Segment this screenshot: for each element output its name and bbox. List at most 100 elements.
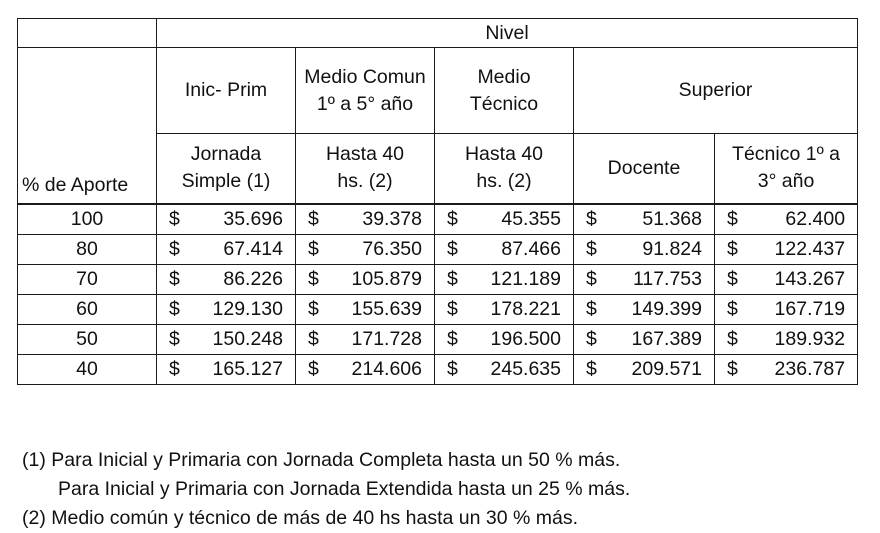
- table-row: 70 $86.226 $105.879 $121.189 $117.753 $143.26…: [17, 263, 859, 295]
- amount-cell: $45.355: [434, 202, 574, 235]
- amount-value: 67.414: [223, 238, 283, 260]
- level-header-inic-prim: Inic- Prim: [156, 47, 296, 134]
- sub-header-hasta-40-tecnico: Hasta 40 hs. (2): [434, 133, 574, 204]
- currency-symbol: $: [169, 298, 180, 320]
- aporte-table: Nivel % de Aporte Inic- Prim Medio Comun…: [17, 18, 859, 385]
- level-header-superior: Superior: [572, 47, 859, 134]
- amount-cell: $236.787: [713, 353, 859, 385]
- amount-value: 189.932: [774, 328, 846, 350]
- currency-symbol: $: [586, 238, 597, 260]
- aporte-cell: 80: [17, 233, 157, 265]
- amount-cell: $91.824: [573, 233, 715, 265]
- currency-symbol: $: [169, 328, 180, 350]
- amount-value: 209.571: [631, 358, 703, 380]
- amount-cell: $165.127: [156, 353, 296, 385]
- amount-value: 122.437: [774, 238, 846, 260]
- currency-symbol: $: [308, 298, 319, 320]
- amount-value: 178.221: [490, 298, 562, 320]
- amount-cell: $67.414: [156, 233, 296, 265]
- amount-cell: $155.639: [295, 293, 435, 325]
- amount-value: 143.267: [774, 268, 846, 290]
- table-row: 60 $129.130 $155.639 $178.221 $149.399 $167.7…: [17, 293, 859, 325]
- amount-value: 76.350: [362, 238, 422, 260]
- aporte-cell: 50: [17, 323, 157, 355]
- amount-cell: $150.248: [156, 323, 296, 355]
- footnote-1-continued: Para Inicial y Primaria con Jornada Exte…: [58, 478, 631, 500]
- currency-symbol: $: [586, 208, 597, 230]
- footnotes: (1) Para Inicial y Primaria con Jornada …: [22, 446, 630, 533]
- amount-value: 51.368: [642, 208, 702, 230]
- amount-value: 245.635: [490, 358, 562, 380]
- footnote-2: (2) Medio común y técnico de más de 40 h…: [22, 507, 579, 529]
- amount-cell: $51.368: [573, 202, 715, 235]
- table-corner: [17, 18, 157, 48]
- amount-value: 87.466: [501, 238, 561, 260]
- currency-symbol: $: [727, 208, 738, 230]
- amount-cell: $245.635: [434, 353, 574, 385]
- currency-symbol: $: [447, 268, 458, 290]
- currency-symbol: $: [727, 268, 738, 290]
- currency-symbol: $: [727, 358, 738, 380]
- currency-symbol: $: [727, 328, 738, 350]
- amount-value: 214.606: [351, 358, 423, 380]
- amount-value: 35.696: [223, 208, 283, 230]
- currency-symbol: $: [586, 268, 597, 290]
- amount-cell: $76.350: [295, 233, 435, 265]
- amount-value: 165.127: [212, 358, 284, 380]
- currency-symbol: $: [308, 208, 319, 230]
- amount-cell: $214.606: [295, 353, 435, 385]
- currency-symbol: $: [727, 298, 738, 320]
- amount-cell: $178.221: [434, 293, 574, 325]
- amount-cell: $209.571: [573, 353, 715, 385]
- currency-symbol: $: [308, 268, 319, 290]
- amount-cell: $62.400: [713, 202, 859, 235]
- amount-cell: $87.466: [434, 233, 574, 265]
- aporte-cell: 60: [17, 293, 157, 325]
- currency-symbol: $: [308, 328, 319, 350]
- amount-cell: $167.389: [573, 323, 715, 355]
- amount-cell: $196.500: [434, 323, 574, 355]
- currency-symbol: $: [447, 298, 458, 320]
- amount-value: 39.378: [362, 208, 422, 230]
- amount-value: 167.389: [631, 328, 703, 350]
- amount-value: 86.226: [223, 268, 283, 290]
- amount-cell: $189.932: [713, 323, 859, 355]
- amount-cell: $129.130: [156, 293, 296, 325]
- currency-symbol: $: [169, 238, 180, 260]
- amount-cell: $171.728: [295, 323, 435, 355]
- amount-cell: $86.226: [156, 263, 296, 295]
- amount-cell: $35.696: [156, 202, 296, 235]
- amount-value: 45.355: [501, 208, 561, 230]
- currency-symbol: $: [447, 238, 458, 260]
- currency-symbol: $: [447, 328, 458, 350]
- group-header-nivel: Nivel: [155, 18, 859, 48]
- amount-value: 105.879: [351, 268, 423, 290]
- footnote-1: (1) Para Inicial y Primaria con Jornada …: [22, 449, 621, 471]
- amount-cell: $121.189: [434, 263, 574, 295]
- amount-value: 129.130: [212, 298, 284, 320]
- currency-symbol: $: [727, 238, 738, 260]
- level-header-medio-tecnico: Medio Técnico: [434, 47, 574, 134]
- currency-symbol: $: [586, 358, 597, 380]
- amount-cell: $149.399: [573, 293, 715, 325]
- level-header-medio-comun: Medio Comun 1º a 5° año: [295, 47, 435, 134]
- sub-header-jornada-simple: Jornada Simple (1): [156, 133, 296, 204]
- table-row: 50 $150.248 $171.728 $196.500 $167.389 $189.9…: [17, 323, 859, 355]
- sub-header-docente: Docente: [573, 133, 715, 204]
- currency-symbol: $: [169, 268, 180, 290]
- amount-value: 91.824: [642, 238, 702, 260]
- amount-value: 167.719: [774, 298, 846, 320]
- currency-symbol: $: [308, 238, 319, 260]
- amount-value: 149.399: [631, 298, 703, 320]
- amount-value: 117.753: [632, 268, 702, 290]
- table-body: 100 $35.696 $39.378 $45.355 $51.368 $62.400 80…: [17, 202, 859, 385]
- amount-value: 150.248: [212, 328, 284, 350]
- sub-header-tecnico-superior: Técnico 1º a 3° año: [713, 133, 859, 204]
- amount-cell: $143.267: [713, 263, 859, 295]
- amount-cell: $122.437: [713, 233, 859, 265]
- aporte-cell: 70: [17, 263, 157, 295]
- currency-symbol: $: [308, 358, 319, 380]
- currency-symbol: $: [169, 358, 180, 380]
- currency-symbol: $: [447, 208, 458, 230]
- table-row: 80 $67.414 $76.350 $87.466 $91.824 $122.437: [17, 233, 859, 265]
